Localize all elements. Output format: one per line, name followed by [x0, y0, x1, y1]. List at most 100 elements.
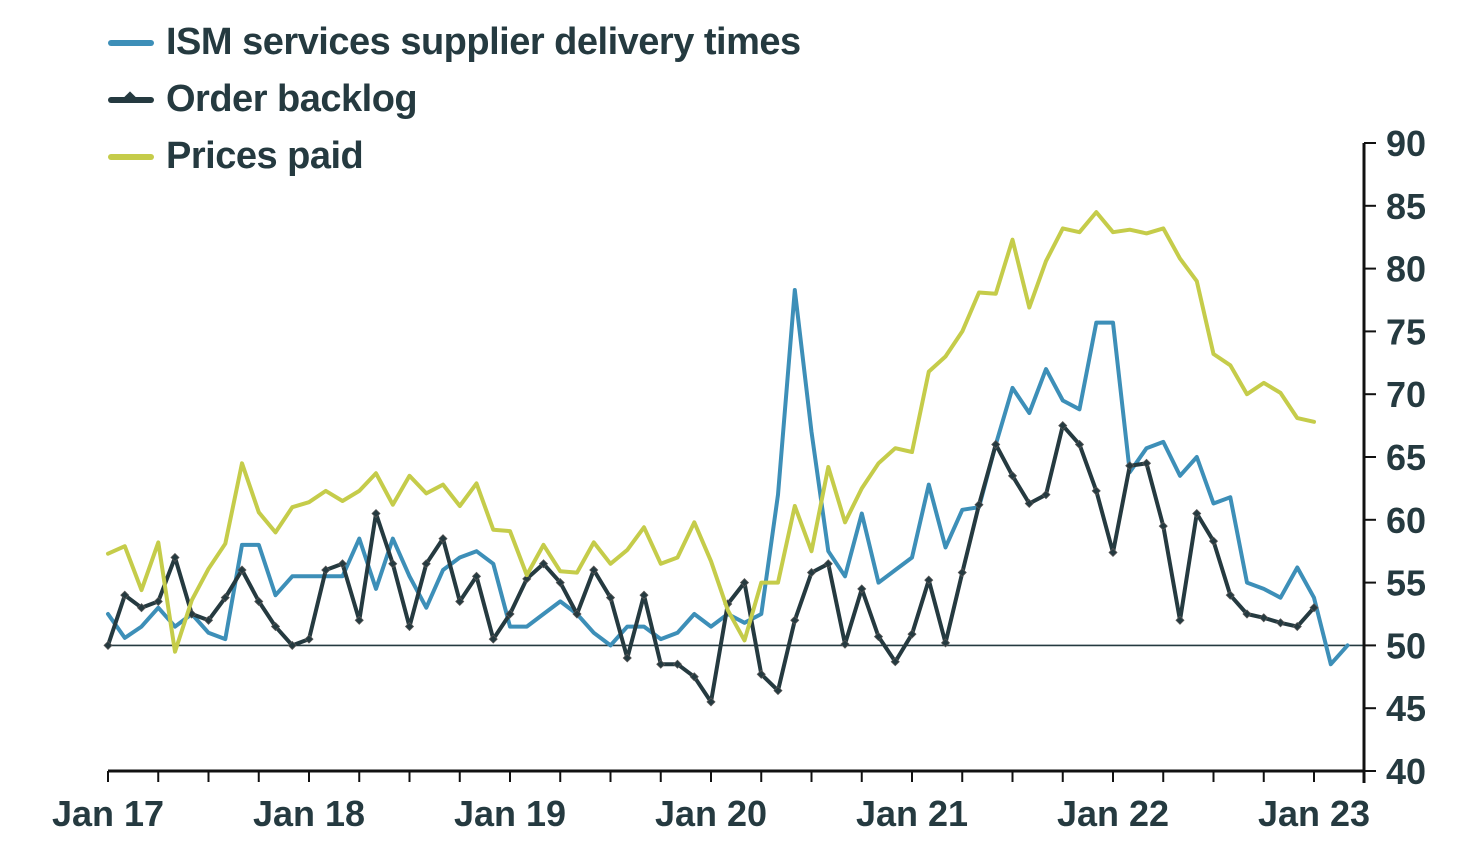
- data-point-order-backlog: [823, 559, 833, 569]
- legend-label-delivery-times: ISM services supplier delivery times: [166, 21, 801, 63]
- y-tick-label: 80: [1386, 249, 1426, 290]
- legend-swatch-delivery-times: [108, 39, 154, 46]
- legend-label-prices-paid: Prices paid: [166, 135, 364, 177]
- data-point-order-backlog: [555, 578, 565, 588]
- legend-swatch-prices-paid: [108, 153, 154, 160]
- y-tick-label: 65: [1386, 437, 1426, 478]
- x-tick-label: Jan 19: [454, 793, 566, 834]
- legend-item-order-backlog: Order backlog: [108, 71, 801, 128]
- legend-label-order-backlog: Order backlog: [166, 78, 418, 120]
- data-point-order-backlog: [522, 574, 532, 584]
- data-point-order-backlog: [773, 686, 783, 696]
- data-point-order-backlog: [321, 565, 331, 575]
- y-tick-label: 70: [1386, 374, 1426, 415]
- data-point-order-backlog: [237, 565, 247, 575]
- x-tick-label: Jan 23: [1258, 793, 1370, 834]
- data-point-order-backlog: [924, 575, 934, 585]
- data-point-order-backlog: [739, 578, 750, 588]
- legend: ISM services supplier delivery times Ord…: [108, 14, 801, 185]
- data-point-order-backlog: [1242, 609, 1252, 619]
- data-point-order-backlog: [1024, 498, 1034, 509]
- data-point-order-backlog: [455, 596, 465, 607]
- data-point-order-backlog: [1158, 521, 1168, 531]
- data-point-order-backlog: [1309, 603, 1319, 613]
- data-point-order-backlog: [974, 500, 984, 510]
- y-tick-label: 40: [1386, 751, 1426, 792]
- data-point-order-backlog: [706, 697, 716, 707]
- data-point-order-backlog: [672, 659, 683, 669]
- data-point-order-backlog: [404, 621, 415, 632]
- data-point-order-backlog: [471, 571, 482, 581]
- x-tick-label: Jan 20: [655, 793, 767, 834]
- data-point-order-backlog: [1141, 458, 1152, 468]
- data-point-order-backlog: [1259, 613, 1269, 623]
- data-point-order-backlog: [639, 590, 649, 600]
- data-point-order-backlog: [689, 672, 699, 682]
- y-tick-label: 45: [1386, 688, 1426, 729]
- legend-swatch-order-backlog: [108, 90, 154, 103]
- data-point-order-backlog: [1192, 508, 1202, 519]
- data-point-order-backlog: [991, 439, 1001, 450]
- data-point-order-backlog: [136, 603, 147, 613]
- data-point-order-backlog: [572, 609, 582, 619]
- data-point-order-backlog: [1208, 536, 1219, 546]
- data-point-order-backlog: [790, 615, 800, 625]
- data-point-order-backlog: [1125, 461, 1135, 471]
- data-point-order-backlog: [957, 567, 967, 578]
- x-tick-label: Jan 21: [856, 793, 968, 834]
- data-point-order-backlog: [907, 629, 917, 639]
- data-point-order-backlog: [287, 640, 297, 650]
- data-point-order-backlog: [656, 659, 666, 669]
- data-point-order-backlog: [1275, 618, 1286, 628]
- data-point-order-backlog: [1108, 547, 1118, 558]
- data-point-order-backlog: [371, 508, 381, 519]
- data-point-order-backlog: [538, 559, 549, 569]
- y-tick-label: 90: [1386, 123, 1426, 164]
- data-point-order-backlog: [438, 534, 448, 544]
- data-point-order-backlog: [840, 639, 850, 649]
- data-point-order-backlog: [354, 615, 364, 625]
- data-point-order-backlog: [220, 593, 230, 603]
- data-point-order-backlog: [622, 653, 632, 663]
- data-point-order-backlog: [806, 567, 817, 578]
- y-tick-label: 85: [1386, 186, 1426, 227]
- data-point-order-backlog: [605, 593, 616, 603]
- data-point-order-backlog: [1292, 621, 1302, 632]
- data-point-order-backlog: [1041, 490, 1051, 500]
- data-point-order-backlog: [203, 615, 214, 625]
- y-tick-label: 50: [1386, 625, 1426, 666]
- data-point-order-backlog: [103, 640, 113, 650]
- data-point-order-backlog: [120, 590, 130, 600]
- data-point-order-backlog: [388, 559, 398, 569]
- legend-item-delivery-times: ISM services supplier delivery times: [108, 14, 801, 71]
- data-point-order-backlog: [421, 559, 431, 569]
- data-point-order-backlog: [153, 596, 163, 607]
- data-point-order-backlog: [1091, 486, 1101, 496]
- data-point-order-backlog: [890, 657, 900, 667]
- data-point-order-backlog: [1175, 615, 1185, 625]
- data-point-order-backlog: [756, 669, 766, 679]
- x-tick-label: Jan 22: [1057, 793, 1169, 834]
- data-point-order-backlog: [1058, 421, 1068, 431]
- data-point-order-backlog: [589, 565, 599, 575]
- x-tick-label: Jan 18: [253, 793, 365, 834]
- y-tick-label: 75: [1386, 311, 1426, 352]
- data-point-order-backlog: [1225, 590, 1235, 600]
- data-point-order-backlog: [337, 559, 348, 569]
- data-point-order-backlog: [505, 609, 515, 619]
- series-line-2: [106, 210, 1316, 654]
- data-point-order-backlog: [254, 596, 264, 607]
- data-point-order-backlog: [270, 621, 281, 632]
- y-tick-label: 55: [1386, 563, 1426, 604]
- data-point-order-backlog: [1007, 471, 1018, 481]
- data-point-order-backlog: [857, 584, 867, 594]
- data-point-order-backlog: [304, 634, 314, 644]
- data-point-order-backlog: [873, 632, 884, 642]
- data-point-order-backlog: [488, 634, 498, 644]
- data-point-order-backlog: [940, 638, 951, 648]
- y-tick-label: 60: [1386, 500, 1426, 541]
- legend-item-prices-paid: Prices paid: [108, 128, 801, 185]
- data-point-order-backlog: [1074, 439, 1085, 450]
- x-tick-label: Jan 17: [52, 793, 164, 834]
